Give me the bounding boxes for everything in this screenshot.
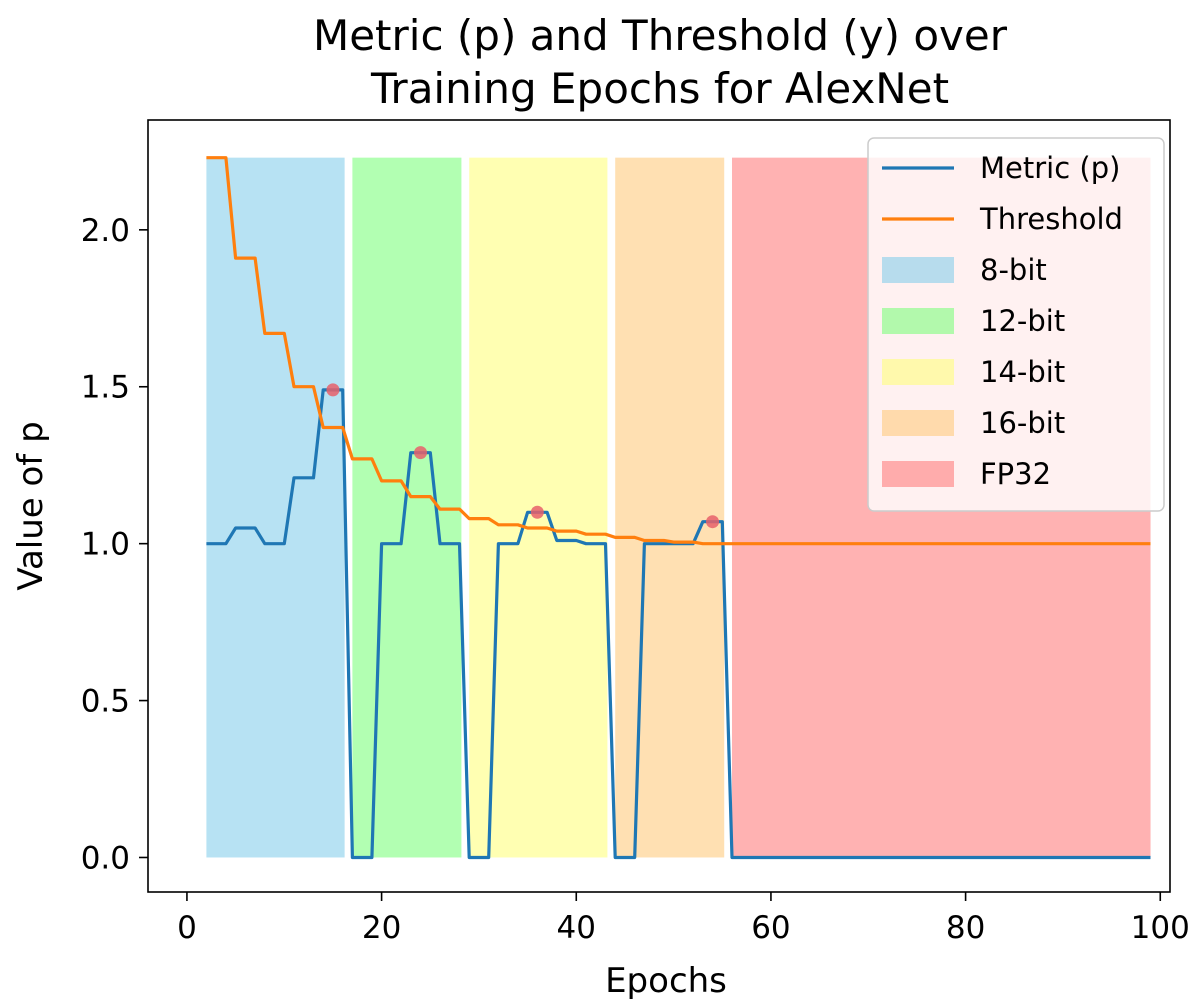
switch-marker [414, 446, 428, 460]
x-axis-ticks: 0 20 40 60 80 100 [177, 892, 1189, 946]
y-axis-ticks: 0.0 0.5 1.0 1.5 2.0 [81, 213, 148, 876]
region-16-bit [615, 157, 725, 858]
y-tick-label: 0.0 [81, 840, 130, 876]
legend-label-metric-p: Metric (p) [980, 151, 1120, 185]
legend-label-12-bit: 12-bit [980, 304, 1065, 338]
y-tick-label: 0.5 [81, 684, 130, 720]
legend: Metric (p) Threshold 8-bit 12-bit 14-bit 16-b… [867, 137, 1165, 512]
x-tick-label: 40 [557, 910, 596, 946]
legend-label-16-bit: 16-bit [980, 406, 1065, 440]
series-line-threshold [206, 156, 1151, 546]
chart-title: Metric (p) and Threshold (y) over Traini… [313, 11, 1008, 113]
switch-marker [326, 383, 340, 397]
x-axis-label: Epochs [605, 961, 727, 1001]
chart-title-line-1: Metric (p) and Threshold (y) over [313, 11, 1008, 60]
switch-markers [326, 383, 720, 529]
x-tick-label: 80 [946, 910, 985, 946]
plot-frame [147, 119, 1171, 893]
chart-title-line-2: Training Epochs for AlexNet [370, 64, 949, 113]
series-line-metric-p [206, 388, 1151, 860]
legend-swatch-14-bit [882, 359, 954, 385]
legend-swatch-8-bit [882, 257, 954, 283]
legend-swatch-12-bit [882, 308, 954, 334]
x-tick-label: 60 [751, 910, 790, 946]
switch-marker [530, 505, 544, 519]
series-lines [206, 156, 1151, 860]
region-8-bit [206, 157, 345, 858]
switch-marker [706, 515, 720, 529]
legend-label-fp32: FP32 [980, 457, 1051, 491]
x-tick-label: 100 [1131, 910, 1189, 946]
legend-swatch-16-bit [882, 410, 954, 436]
y-tick-label: 1.5 [81, 370, 130, 406]
y-axis-label: Value of p [11, 421, 51, 590]
legend-label-threshold: Threshold [979, 202, 1123, 236]
x-tick-label: 20 [362, 910, 401, 946]
x-tick-label: 0 [177, 910, 197, 946]
y-tick-label: 2.0 [81, 213, 130, 249]
legend-label-8-bit: 8-bit [980, 253, 1047, 287]
y-tick-label: 1.0 [81, 527, 130, 563]
legend-label-14-bit: 14-bit [980, 355, 1065, 389]
legend-swatch-fp32 [882, 461, 954, 487]
